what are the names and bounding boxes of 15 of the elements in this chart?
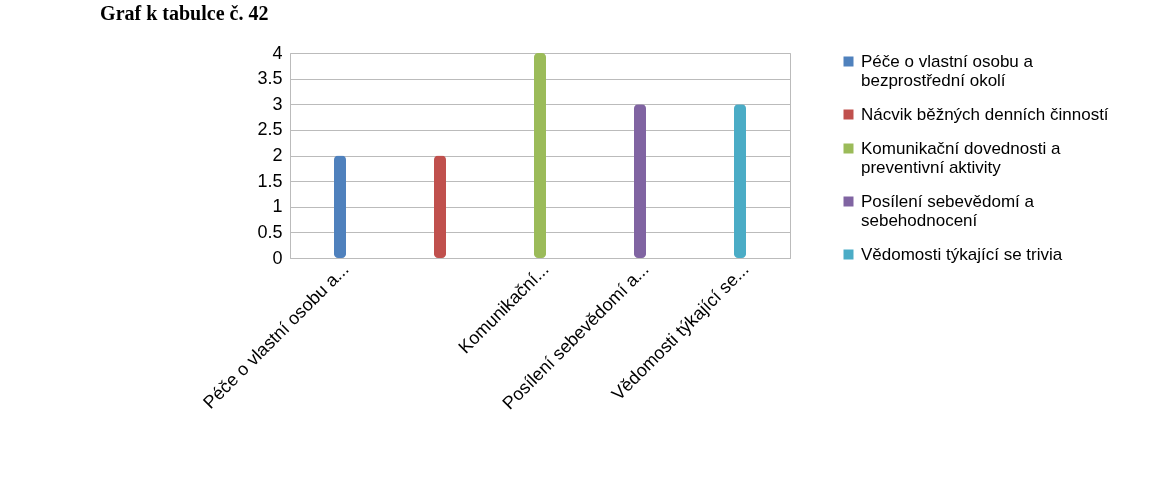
y-tick-label: 1 (272, 196, 283, 217)
chart-title: Graf k tabulce č. 42 (100, 2, 269, 24)
y-tick-label: 3 (272, 93, 283, 114)
legend-label: Nácvik běžných denních činností (861, 104, 1109, 124)
y-tick-label: 2 (272, 145, 283, 165)
legend-label: Komunikační dovednosti a preventivní aktivity (861, 138, 1061, 177)
legend-label: Péče o vlastní osobu a bezprostřední okolí (861, 51, 1034, 90)
y-tick-label: 1.5 (257, 170, 283, 191)
y-tick-label: 0.5 (257, 221, 283, 242)
legend-label: Posílení sebevědomí a sebehodnocení (861, 191, 1035, 230)
legend-label: Vědomosti týkající se trivia (861, 244, 1063, 264)
y-tick-label: 3.5 (257, 68, 283, 89)
y-tick-label: 0 (272, 247, 283, 268)
y-tick-label: 4 (272, 42, 283, 63)
y-tick-label: 2.5 (257, 119, 283, 140)
